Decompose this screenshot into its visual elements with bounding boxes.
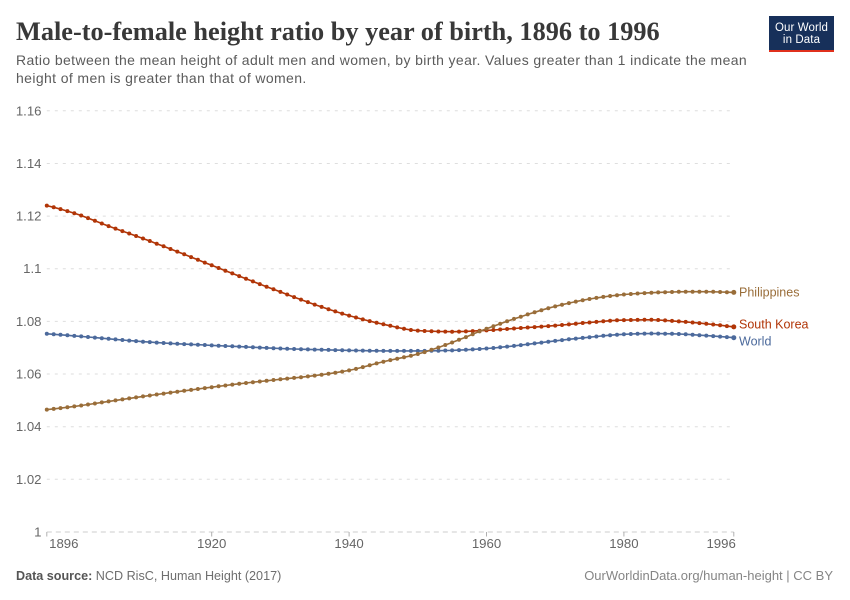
svg-text:1.1: 1.1 — [23, 261, 41, 276]
svg-text:1940: 1940 — [334, 536, 363, 551]
svg-text:South Korea: South Korea — [739, 318, 809, 332]
svg-text:Philippines: Philippines — [739, 286, 799, 300]
svg-text:1.04: 1.04 — [16, 419, 42, 434]
svg-text:1996: 1996 — [706, 536, 735, 551]
svg-text:1.16: 1.16 — [16, 103, 42, 118]
svg-text:World: World — [739, 335, 771, 349]
svg-text:1.02: 1.02 — [16, 472, 42, 487]
svg-text:1.12: 1.12 — [16, 209, 42, 224]
svg-text:1.14: 1.14 — [16, 156, 42, 171]
svg-text:1960: 1960 — [472, 536, 501, 551]
svg-text:1.06: 1.06 — [16, 367, 42, 382]
svg-text:1.08: 1.08 — [16, 314, 42, 329]
svg-text:1: 1 — [34, 525, 41, 540]
svg-text:1896: 1896 — [49, 536, 78, 551]
svg-text:1920: 1920 — [197, 536, 226, 551]
svg-text:1980: 1980 — [609, 536, 638, 551]
